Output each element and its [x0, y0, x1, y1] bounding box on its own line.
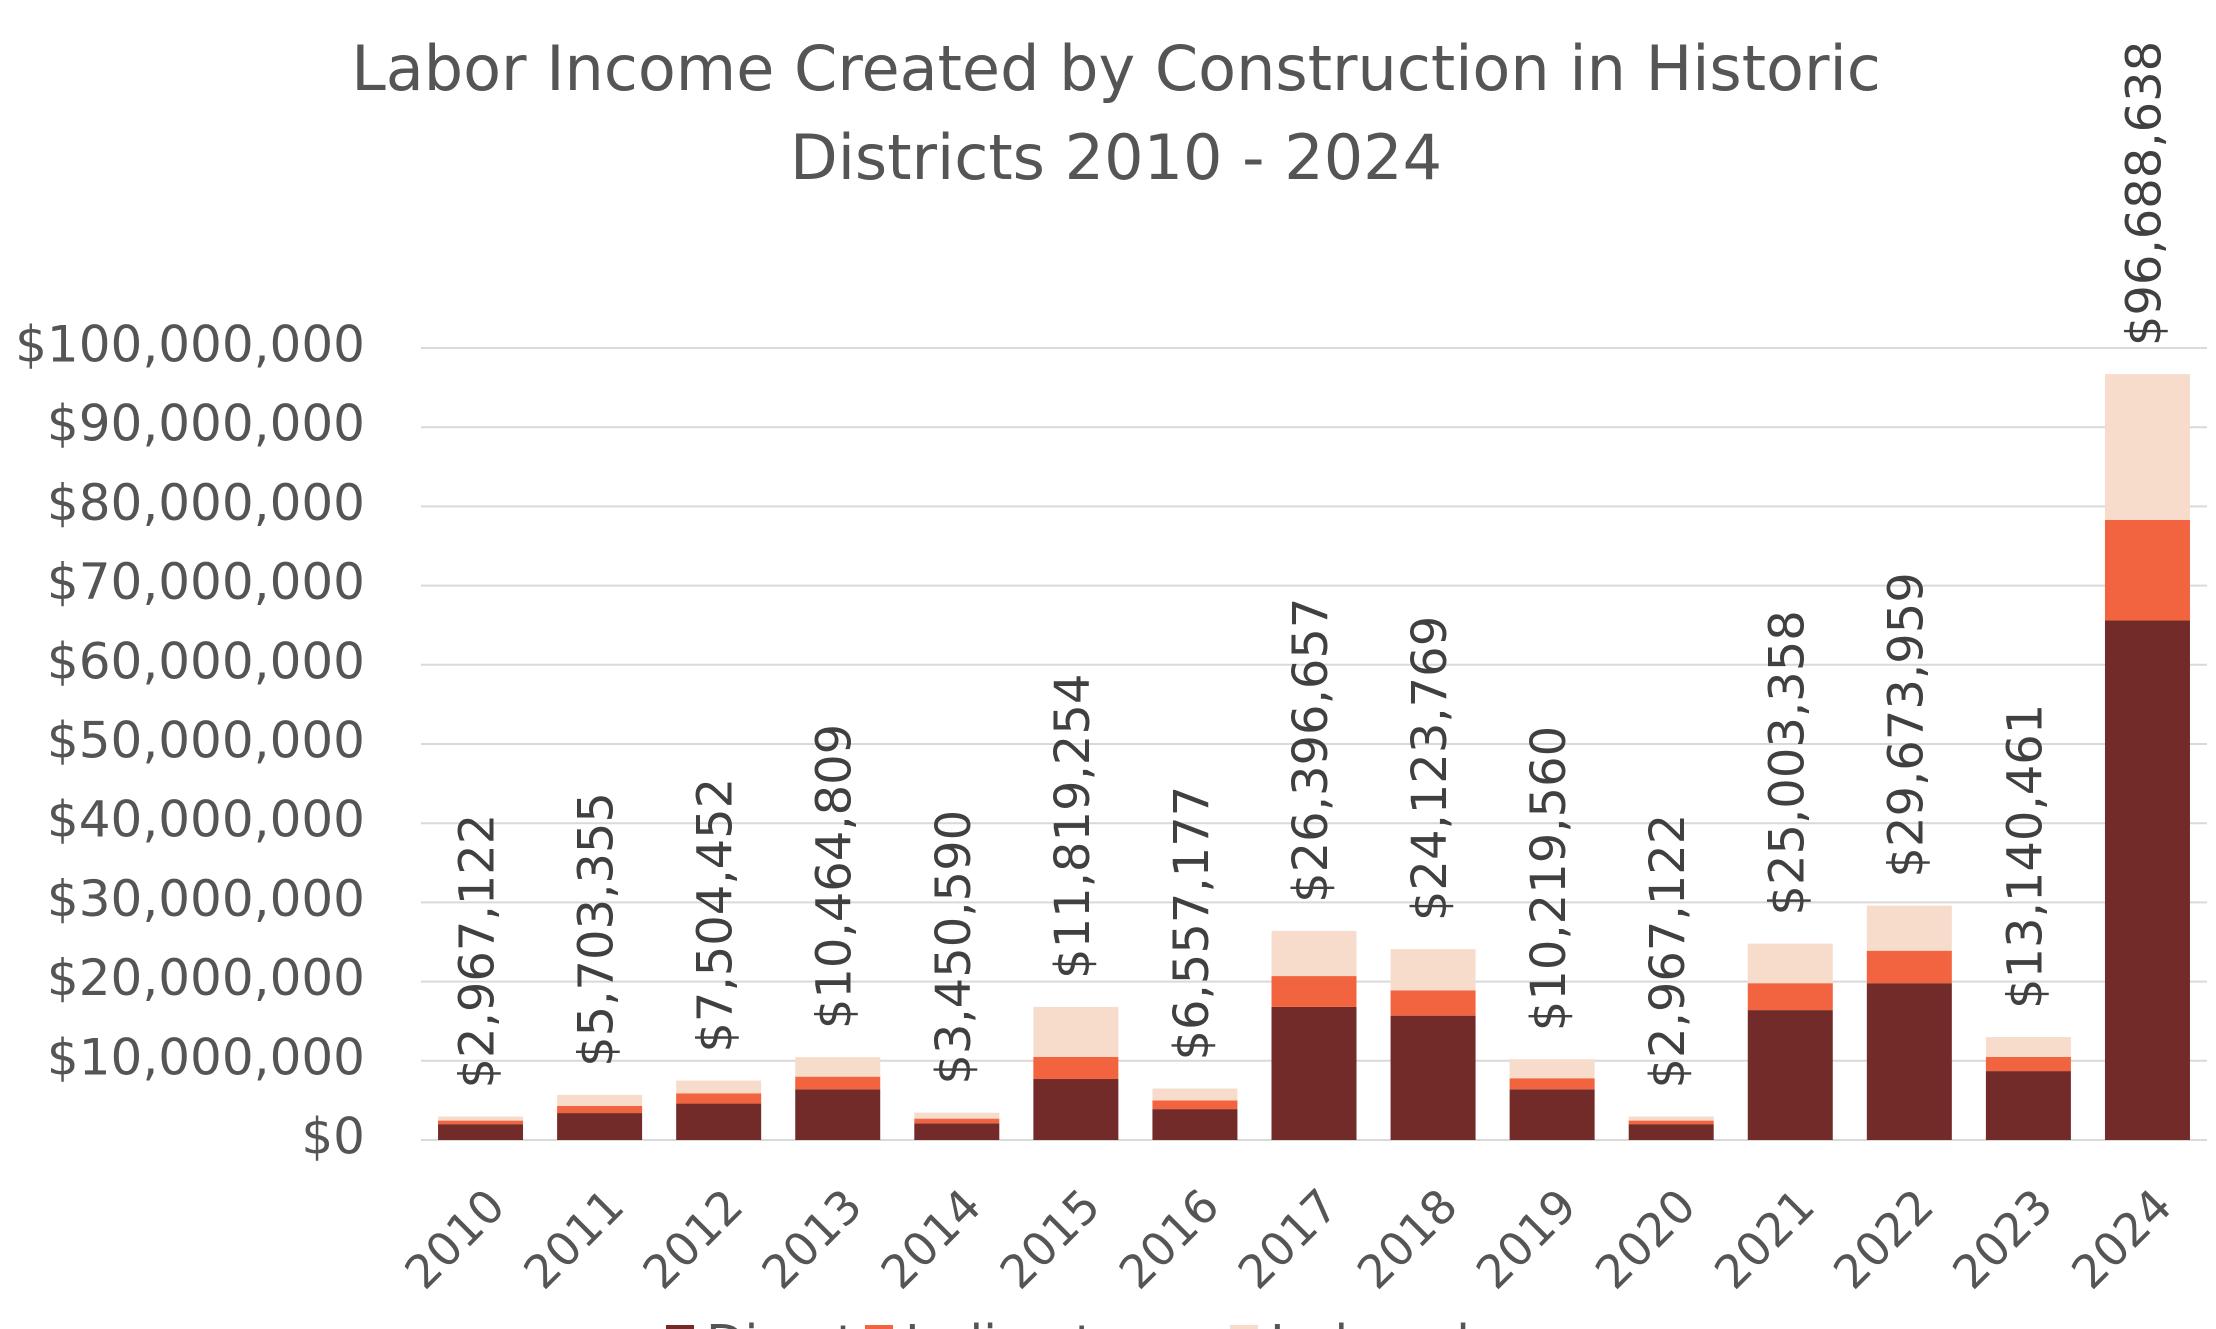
bar-segment	[557, 1094, 643, 1106]
data-label: $11,819,254	[1045, 674, 1101, 979]
legend-swatch	[1230, 1325, 1258, 1329]
y-tick-label: $40,000,000	[47, 791, 365, 849]
bar-segment	[795, 1057, 881, 1077]
data-label: $96,688,638	[2116, 41, 2172, 346]
x-tick-label: 2012	[632, 1178, 753, 1299]
y-tick-label: $70,000,000	[47, 553, 365, 611]
chart-title-line2: Districts 2010 - 2024	[790, 121, 1442, 194]
x-tick-label: 2017	[1228, 1178, 1349, 1299]
x-tick-label: 2020	[1585, 1178, 1706, 1299]
x-tick-label: 2015	[990, 1178, 1111, 1299]
bar-segment	[1152, 1109, 1238, 1140]
bar-segment	[676, 1093, 762, 1104]
data-label: $6,557,177	[1164, 786, 1220, 1061]
bar-segment	[1747, 1010, 1833, 1140]
bar-segment	[1509, 1089, 1595, 1140]
bar-segment	[1866, 983, 1952, 1140]
bar-segment	[1509, 1078, 1595, 1090]
bar-segment	[1271, 976, 1357, 1007]
x-tick-label: 2013	[751, 1178, 872, 1299]
bar-segment	[438, 1120, 524, 1125]
y-tick-label: $30,000,000	[47, 870, 365, 928]
y-tick-label: $10,000,000	[47, 1028, 365, 1086]
y-tick-label: $50,000,000	[47, 712, 365, 770]
bar-segment	[1628, 1124, 1714, 1140]
bar-segment	[438, 1124, 524, 1140]
bar-segment	[914, 1112, 1000, 1119]
bar-segment	[2104, 374, 2190, 520]
bar-segment	[2104, 620, 2190, 1140]
x-tick-label: 2023	[1942, 1178, 2063, 1299]
bar-segment	[1152, 1088, 1238, 1101]
bar-segment	[1390, 949, 1476, 991]
bar-segment	[1628, 1116, 1714, 1121]
bar-segment	[1985, 1071, 2071, 1140]
data-label: $3,450,590	[926, 810, 982, 1085]
x-tick-label: 2022	[1823, 1178, 1944, 1299]
y-tick-label: $80,000,000	[47, 474, 365, 532]
data-label: $26,396,657	[1283, 598, 1339, 903]
data-label: $29,673,959	[1878, 572, 1934, 877]
data-label: $7,504,452	[688, 778, 744, 1053]
y-tick-label: $100,000,000	[15, 316, 365, 374]
y-tick-label: $20,000,000	[47, 949, 365, 1007]
bar-segment	[557, 1105, 643, 1114]
bar-segment	[438, 1116, 524, 1121]
x-tick-label: 2024	[2061, 1178, 2182, 1299]
y-tick-label: $60,000,000	[47, 632, 365, 690]
data-label: $25,003,358	[1759, 610, 1815, 915]
x-tick-label: 2016	[1109, 1178, 1230, 1299]
bar-segment	[1866, 950, 1952, 984]
bar-segment	[1033, 1006, 1119, 1057]
legend-swatch	[865, 1325, 893, 1329]
bar-segment	[795, 1089, 881, 1140]
data-label: $2,967,122	[450, 814, 506, 1089]
bar-segment	[914, 1123, 1000, 1140]
bar-segment	[1985, 1056, 2071, 1072]
chart-title-line1: Labor Income Created by Construction in …	[351, 32, 1881, 105]
bar-segment	[1033, 1079, 1119, 1140]
x-tick-label: 2011	[513, 1178, 634, 1299]
y-tick-label: $0	[301, 1108, 365, 1166]
data-label: $10,464,809	[807, 724, 863, 1029]
bar-segment	[914, 1118, 1000, 1124]
data-label: $5,703,355	[569, 792, 625, 1067]
legend-label: Indirect	[905, 1315, 1094, 1329]
bar-segment	[676, 1103, 762, 1140]
bar-segment	[795, 1076, 881, 1090]
data-label: $2,967,122	[1640, 814, 1696, 1089]
legend-label: Induced	[1270, 1315, 1470, 1329]
x-tick-label: 2021	[1704, 1178, 1825, 1299]
bar-segment	[2104, 519, 2190, 621]
bar-segment	[1152, 1100, 1238, 1110]
bar-segment	[1747, 943, 1833, 984]
bar-segment	[1628, 1120, 1714, 1125]
bar-segment	[1985, 1037, 2071, 1057]
legend-swatch	[666, 1325, 694, 1329]
bar-segment	[1033, 1056, 1119, 1080]
legend-label: Direct	[706, 1315, 856, 1329]
x-tick-label: 2014	[870, 1178, 991, 1299]
bar-segment	[676, 1080, 762, 1094]
bar-segment	[557, 1113, 643, 1140]
y-tick-label: $90,000,000	[47, 395, 365, 453]
bar-segment	[1866, 905, 1952, 951]
data-label: $24,123,769	[1402, 616, 1458, 921]
bar-segment	[1509, 1059, 1595, 1079]
x-tick-label: 2018	[1347, 1178, 1468, 1299]
bar-segment	[1390, 990, 1476, 1016]
bar-segment	[1747, 983, 1833, 1011]
data-label: $10,219,560	[1521, 726, 1577, 1031]
bar-segment	[1390, 1015, 1476, 1140]
x-tick-label: 2010	[394, 1178, 515, 1299]
x-tick-label: 2019	[1466, 1178, 1587, 1299]
data-label: $13,140,461	[1997, 704, 2053, 1009]
bar-segment	[1271, 1006, 1357, 1140]
bar-segment	[1271, 930, 1357, 977]
